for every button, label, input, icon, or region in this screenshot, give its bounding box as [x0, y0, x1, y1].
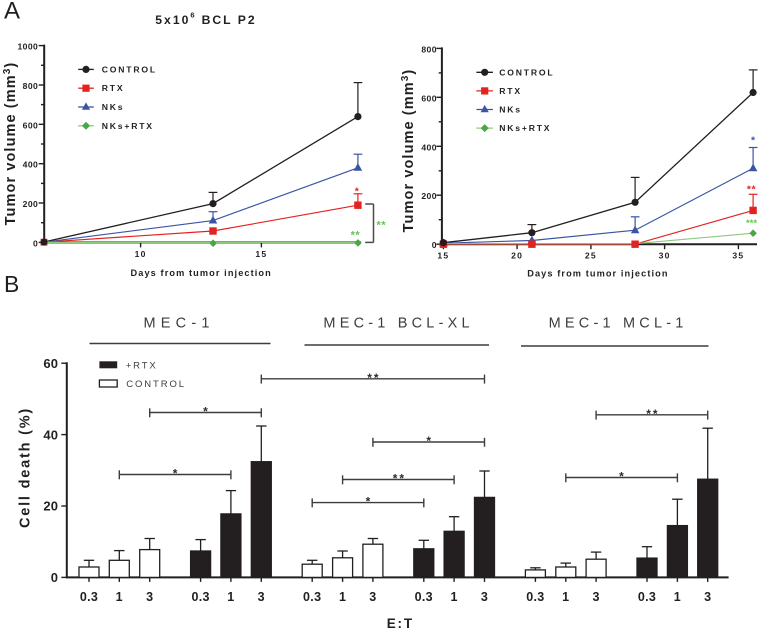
svg-text:*: * — [173, 467, 180, 481]
svg-text:30: 30 — [659, 251, 671, 261]
svg-text:40: 40 — [43, 427, 58, 442]
svg-text:**: ** — [351, 230, 361, 242]
svg-text:0.3: 0.3 — [638, 590, 656, 604]
svg-text:NKs: NKs — [102, 102, 125, 112]
svg-text:**: ** — [367, 371, 380, 385]
svg-text:3: 3 — [258, 590, 265, 604]
svg-text:10: 10 — [135, 249, 147, 259]
svg-text:15: 15 — [437, 251, 449, 261]
svg-text:20: 20 — [43, 499, 58, 514]
svg-text:3: 3 — [369, 590, 376, 604]
svg-text:A: A — [4, 0, 20, 25]
svg-text:1: 1 — [450, 590, 457, 604]
svg-text:400: 400 — [23, 160, 39, 170]
svg-text:1000: 1000 — [17, 42, 38, 52]
svg-text:MEC-1 BCL-XL: MEC-1 BCL-XL — [323, 316, 473, 332]
svg-text:*: * — [751, 135, 756, 147]
svg-text:Days from tumor injection: Days from tumor injection — [131, 268, 272, 278]
svg-text:**: ** — [393, 472, 406, 486]
svg-text:*: * — [203, 405, 210, 419]
svg-text:CONTROL: CONTROL — [102, 64, 157, 74]
svg-text:3: 3 — [481, 590, 488, 604]
svg-text:1: 1 — [227, 590, 234, 604]
svg-text:**: ** — [646, 407, 659, 421]
svg-text:NKs: NKs — [499, 105, 522, 115]
svg-text:200: 200 — [23, 199, 39, 209]
svg-text:**: ** — [747, 184, 757, 196]
svg-text:800: 800 — [23, 81, 39, 91]
svg-text:CONTROL: CONTROL — [126, 379, 186, 390]
svg-text:0: 0 — [432, 240, 437, 250]
svg-text:25: 25 — [585, 251, 597, 261]
svg-text:Tumor volume (mm3): Tumor volume (mm3) — [400, 69, 417, 233]
svg-text:200: 200 — [421, 191, 437, 201]
svg-text:400: 400 — [421, 142, 437, 152]
svg-text:CONTROL: CONTROL — [499, 67, 554, 77]
svg-text:B: B — [4, 271, 19, 297]
svg-text:NKs+RTX: NKs+RTX — [499, 123, 551, 133]
svg-text:1: 1 — [562, 590, 569, 604]
svg-text:1: 1 — [674, 590, 681, 604]
svg-text:E:T: E:T — [387, 616, 414, 631]
svg-text:0.3: 0.3 — [415, 590, 433, 604]
svg-text:800: 800 — [421, 44, 437, 54]
svg-text:+RTX: +RTX — [126, 360, 158, 371]
svg-text:1: 1 — [116, 590, 123, 604]
svg-text:35: 35 — [732, 251, 744, 261]
svg-text:0.3: 0.3 — [191, 590, 209, 604]
svg-text:0: 0 — [33, 238, 38, 248]
svg-text:***: *** — [746, 218, 757, 229]
svg-text:3: 3 — [592, 590, 599, 604]
svg-text:*: * — [426, 434, 433, 448]
svg-text:3: 3 — [704, 590, 711, 604]
svg-text:*: * — [619, 470, 626, 484]
svg-text:*: * — [355, 185, 360, 197]
svg-text:600: 600 — [421, 93, 437, 103]
svg-text:Days from tumor injection: Days from tumor injection — [527, 269, 668, 279]
svg-text:0.3: 0.3 — [80, 590, 98, 604]
svg-text:3: 3 — [146, 590, 153, 604]
svg-text:1: 1 — [339, 590, 346, 604]
svg-text:20: 20 — [511, 251, 523, 261]
svg-text:600: 600 — [23, 120, 39, 130]
svg-text:Tumor volume (mm3): Tumor volume (mm3) — [2, 62, 19, 226]
svg-text:0.3: 0.3 — [303, 590, 321, 604]
svg-text:RTX: RTX — [499, 86, 522, 96]
svg-text:*: * — [366, 495, 373, 509]
svg-text:NKs+RTX: NKs+RTX — [102, 121, 154, 131]
svg-text:0.3: 0.3 — [526, 590, 544, 604]
svg-text:0: 0 — [51, 570, 58, 585]
svg-text:MEC-1: MEC-1 — [144, 316, 215, 332]
svg-text:60: 60 — [43, 356, 58, 371]
svg-text:RTX: RTX — [102, 83, 125, 93]
svg-text:Cell death (%): Cell death (%) — [18, 407, 34, 528]
svg-text:15: 15 — [255, 249, 267, 259]
svg-text:MEC-1 MCL-1: MEC-1 MCL-1 — [549, 316, 688, 332]
svg-text:**: ** — [377, 220, 387, 232]
